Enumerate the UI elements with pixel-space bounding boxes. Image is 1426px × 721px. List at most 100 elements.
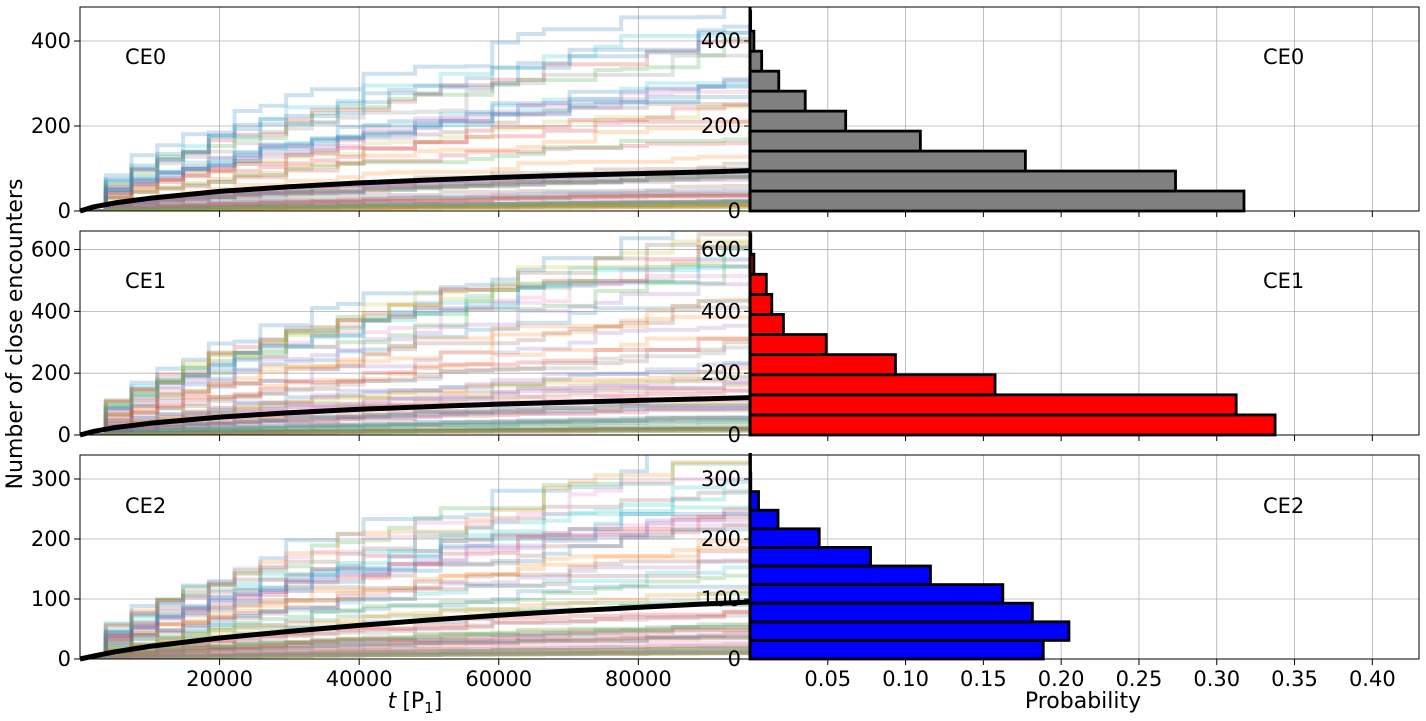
- y-tick-label: 300: [701, 467, 741, 491]
- trajectory-line: [80, 631, 750, 659]
- histogram-bar: [748, 313, 785, 336]
- trajectory-line: [80, 493, 750, 659]
- histogram-bar: [748, 89, 807, 113]
- trajectory-line: [80, 640, 750, 659]
- x-tick-label: 0.40: [1349, 667, 1396, 691]
- trajectory-line: [80, 651, 750, 659]
- trajectory-line: [80, 419, 750, 435]
- trajectory-line: [80, 90, 750, 211]
- trajectory-line: [80, 479, 750, 659]
- trajectory-line: [80, 95, 750, 211]
- trajectory-line: [80, 547, 750, 659]
- trajectory-line: [80, 558, 750, 659]
- histogram-bar: [748, 149, 1027, 173]
- y-tick-label: 0: [58, 423, 71, 447]
- x-axis-label-time-close: ]: [434, 689, 443, 714]
- y-tick-label: 0: [728, 199, 741, 223]
- trajectory-line: [80, 174, 750, 211]
- trajectory-line: [80, 428, 750, 435]
- mean-curve: [79, 168, 751, 214]
- trajectory-line: [80, 514, 750, 659]
- panel-label-ce1-left: CE1: [125, 269, 166, 293]
- trajectory-line: [80, 78, 750, 211]
- trajectory-line: [80, 129, 750, 211]
- trajectory-line: [80, 425, 750, 435]
- trajectory-line: [80, 336, 750, 435]
- trajectory-line: [80, 52, 750, 211]
- trajectory-line: [80, 427, 750, 435]
- trajectory-line: [80, 636, 750, 659]
- histogram-bar: [748, 413, 1277, 437]
- y-tick-label: 200: [701, 361, 741, 385]
- mean-curve: [79, 395, 751, 438]
- trajectory-line: [80, 428, 750, 435]
- trajectory-line: [80, 204, 750, 211]
- histogram-bar: [748, 189, 1246, 213]
- histogram-bar: [748, 49, 764, 73]
- trajectory-line: [80, 419, 750, 435]
- trajectory-line: [80, 527, 750, 659]
- trajectory-line: [80, 649, 750, 659]
- histogram-bar: [748, 373, 997, 397]
- trajectory-line: [80, 523, 750, 659]
- trajectory-line: [80, 546, 750, 659]
- histogram-bar: [748, 583, 1005, 605]
- trajectory-line: [80, 650, 750, 659]
- trajectory-line: [80, 517, 750, 659]
- trajectory-line: [80, 7, 727, 211]
- trajectory-line: [80, 633, 750, 659]
- panel-ce1-timeseries: 0 200 400 600: [31, 230, 751, 447]
- trajectory-line: [80, 428, 750, 435]
- trajectory-line: [80, 232, 750, 435]
- trajectory-line: [80, 174, 750, 211]
- histogram-bar: [748, 353, 897, 377]
- trajectory-line: [80, 427, 750, 435]
- trajectory-line: [80, 199, 750, 211]
- panel-ce1-histogram: 0 200 400 600: [701, 230, 1420, 447]
- trajectory-line: [80, 231, 675, 435]
- trajectory-line: [80, 119, 750, 211]
- trajectory-line: [80, 198, 750, 211]
- trajectory-line: [80, 83, 750, 211]
- trajectory-line: [80, 361, 750, 435]
- plot-area: 0 200 400 0 200 400 0 200 400 600 0 200 400 600 0 100 20…: [31, 6, 1420, 691]
- trajectory-line: [80, 498, 750, 659]
- y-tick-label: 200: [701, 114, 741, 138]
- trajectory-line: [80, 174, 750, 211]
- trajectory-line: [80, 340, 750, 435]
- trajectory-line: [80, 192, 750, 211]
- trajectory-line: [80, 75, 750, 211]
- trajectory-line: [80, 514, 750, 659]
- x-axis-label-time: t [P1]: [388, 689, 443, 717]
- y-tick-label: 0: [58, 199, 71, 223]
- histogram-bar: [748, 527, 821, 549]
- trajectory-line: [80, 427, 750, 435]
- y-tick-label: 200: [31, 361, 71, 385]
- panel-ce0-timeseries: 0 200 400: [31, 6, 751, 223]
- trajectory-line: [80, 202, 750, 211]
- trajectory-line: [80, 257, 750, 435]
- x-tick-label: 0.30: [1193, 667, 1240, 691]
- histogram-bar: [748, 564, 932, 587]
- trajectory-line: [80, 573, 750, 659]
- trajectory-line: [80, 403, 750, 435]
- x-tick-label: 80000: [605, 667, 672, 691]
- histogram-bar: [748, 109, 848, 133]
- trajectory-line: [80, 418, 750, 435]
- histogram-bar: [748, 292, 774, 316]
- histogram-bar: [748, 272, 768, 296]
- panel-label-ce0-right: CE0: [1263, 45, 1304, 69]
- trajectory-line: [80, 646, 750, 659]
- trajectory-line: [80, 177, 750, 211]
- trajectory-line: [80, 24, 750, 211]
- trajectory-line: [80, 35, 750, 211]
- trajectory-line: [80, 258, 750, 435]
- trajectory-line: [80, 203, 750, 211]
- trajectory-line: [80, 565, 750, 659]
- trajectory-line: [80, 199, 750, 211]
- y-tick-label: 200: [701, 527, 741, 551]
- trajectory-line: [80, 191, 750, 211]
- trajectory-line: [80, 651, 750, 659]
- trajectory-line: [80, 408, 750, 435]
